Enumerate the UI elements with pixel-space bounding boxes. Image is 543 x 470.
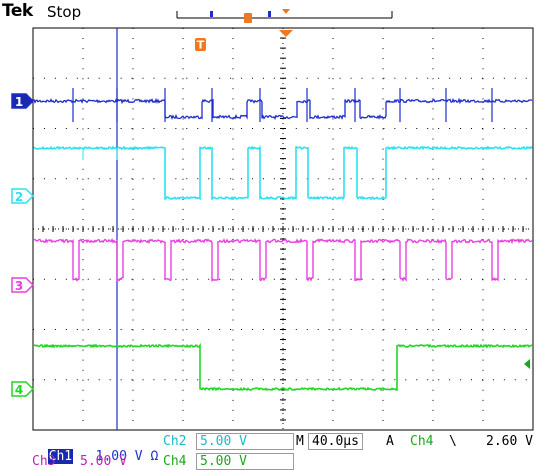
ch1-label: Ch1 xyxy=(47,449,74,464)
ch4-marker-label: 4 xyxy=(15,383,23,397)
trigger-level-arrow xyxy=(524,359,530,369)
ch3-marker xyxy=(11,277,35,293)
record-bar-tick xyxy=(268,11,271,17)
trigger-source: Ch4 xyxy=(410,434,434,449)
ohm-icon: Ω xyxy=(142,449,159,464)
trigger-position-arrow xyxy=(279,30,293,37)
brand-logo: Tek xyxy=(2,1,33,21)
channel-markers: 1 2 3 4 xyxy=(11,93,35,397)
timebase-prefix: M xyxy=(296,434,304,449)
ch1-waveform xyxy=(33,97,533,121)
ch1-scale: 1.00 V Ω xyxy=(95,449,159,464)
ch4-scale: 5.00 V xyxy=(196,453,294,470)
ch2-scale: 5.00 V xyxy=(196,433,294,450)
trigger-mode: A xyxy=(386,434,394,449)
ch2-label: Ch2 xyxy=(163,434,187,449)
ch1-marker xyxy=(11,93,35,109)
timebase-value: 40.0µs xyxy=(308,433,363,450)
record-bar-tick xyxy=(210,11,213,17)
record-trigger-marker xyxy=(244,13,252,23)
ch2-marker-label: 2 xyxy=(15,190,23,204)
ch3-waveform xyxy=(33,237,533,283)
ch4-marker xyxy=(11,381,35,397)
ch3-marker-label: 3 xyxy=(15,279,23,293)
record-position-bar: T xyxy=(176,9,530,369)
ch2-marker xyxy=(11,188,35,204)
trigger-marker-label: T xyxy=(197,39,205,52)
trigger-marker-icon xyxy=(195,38,206,51)
ch3-label: Ch3 xyxy=(32,454,56,469)
record-position-arrow xyxy=(282,9,290,14)
ch2-waveform xyxy=(33,145,533,201)
waveform-traces xyxy=(33,88,533,392)
ch3-scale: 5.00 V xyxy=(80,454,127,469)
ch4-label: Ch4 xyxy=(163,454,187,469)
graticule xyxy=(32,27,534,431)
falling-edge-icon: \ xyxy=(449,434,457,449)
ch1-marker-label: 1 xyxy=(15,95,23,109)
acquisition-state: Stop xyxy=(47,3,82,21)
ch4-waveform xyxy=(33,342,533,392)
trigger-level: 2.60 V xyxy=(486,434,533,449)
